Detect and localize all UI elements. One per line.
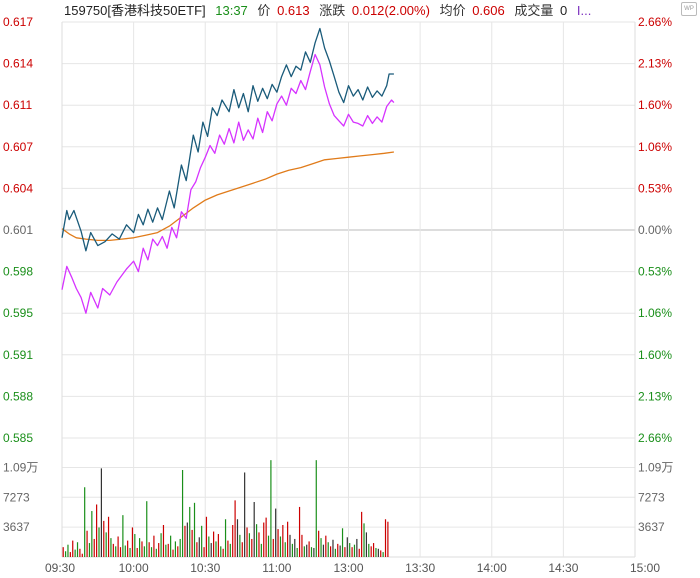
time-tick-label: 10:30 — [190, 561, 220, 575]
percent-tick-label: 2.13% — [638, 57, 672, 71]
price-line — [61, 27, 394, 252]
price-label: 价 — [257, 3, 271, 18]
price-tick-label: 0.607 — [3, 140, 33, 154]
indicator-more[interactable]: I... — [576, 3, 592, 18]
price-tick-label: 0.585 — [3, 431, 33, 445]
volume-tick-label: 1.09万 — [3, 461, 38, 475]
percent-tick-label: 1.60% — [638, 348, 672, 362]
time-tick-label: 09:30 — [45, 561, 75, 575]
volume-label: 成交量 — [514, 3, 554, 18]
price-tick-label: 0.588 — [3, 389, 33, 403]
current-time: 13:37 — [215, 3, 248, 18]
time-tick-label: 13:30 — [405, 561, 435, 575]
price-tick-label: 0.595 — [3, 306, 33, 320]
percent-tick-label: 2.13% — [638, 389, 672, 403]
price-tick-label: 0.611 — [3, 98, 32, 112]
volume-value: 0 — [560, 3, 568, 18]
time-tick-label: 13:00 — [333, 561, 363, 575]
price-tick-label: 0.591 — [3, 348, 33, 362]
chart-grid — [61, 21, 636, 558]
price-tick-label: 0.604 — [3, 181, 33, 195]
price-tick-label: 0.598 — [3, 265, 33, 279]
volume-tick-label: 3637 — [638, 520, 665, 534]
price-tick-label: 0.601 — [3, 223, 33, 237]
volume-axis-labels: 1.09万 1.09万 7273 7273 3637 3637 — [3, 461, 673, 535]
percent-tick-label: 0.53% — [638, 181, 672, 195]
price-lines — [61, 27, 395, 314]
time-tick-label: 10:00 — [119, 561, 149, 575]
security-code-name: 159750[香港科技50ETF] — [64, 3, 206, 18]
percent-tick-label: 1.60% — [638, 98, 672, 112]
change-value: 0.012(2.00%) — [351, 3, 430, 18]
percent-axis-labels: 2.66% 2.13% 1.60% 1.06% 0.53% 0.00% 0.53% 1.06%… — [638, 15, 672, 445]
price-tick-label: 0.614 — [3, 57, 33, 71]
index-line — [61, 53, 395, 314]
quote-header: 159750[香港科技50ETF] 13:37 价 0.613 涨跌 0.012… — [64, 3, 634, 21]
time-axis-labels: 09:30 10:00 10:30 11:00 13:00 13:30 14:00 14:30… — [45, 561, 660, 575]
time-tick-label: 15:00 — [630, 561, 660, 575]
percent-tick-label: 0.53% — [638, 265, 672, 279]
avg-price-value: 0.606 — [472, 3, 505, 18]
avg-price-label: 均价 — [439, 3, 466, 18]
volume-tick-label: 1.09万 — [638, 461, 673, 475]
time-tick-label: 11:00 — [262, 561, 291, 575]
percent-tick-label: 0.00% — [638, 223, 672, 237]
price-axis-labels: 0.617 0.614 0.611 0.607 0.604 0.601 0.598 0.595… — [3, 15, 33, 445]
percent-tick-label: 1.06% — [638, 306, 672, 320]
percent-tick-label: 2.66% — [638, 431, 672, 445]
price-tick-label: 0.617 — [3, 15, 33, 29]
percent-tick-label: 1.06% — [638, 140, 672, 154]
watermark-badge-icon: WP — [681, 2, 697, 16]
percent-tick-label: 2.66% — [638, 15, 672, 29]
price-value: 0.613 — [277, 3, 310, 18]
time-tick-label: 14:30 — [548, 561, 578, 575]
change-label: 涨跌 — [319, 3, 346, 18]
time-tick-label: 14:00 — [477, 561, 507, 575]
volume-bars — [62, 460, 389, 557]
volume-tick-label: 7273 — [3, 490, 30, 504]
volume-tick-label: 3637 — [3, 520, 30, 534]
avg-price-line — [61, 151, 394, 242]
volume-tick-label: 7273 — [638, 490, 665, 504]
